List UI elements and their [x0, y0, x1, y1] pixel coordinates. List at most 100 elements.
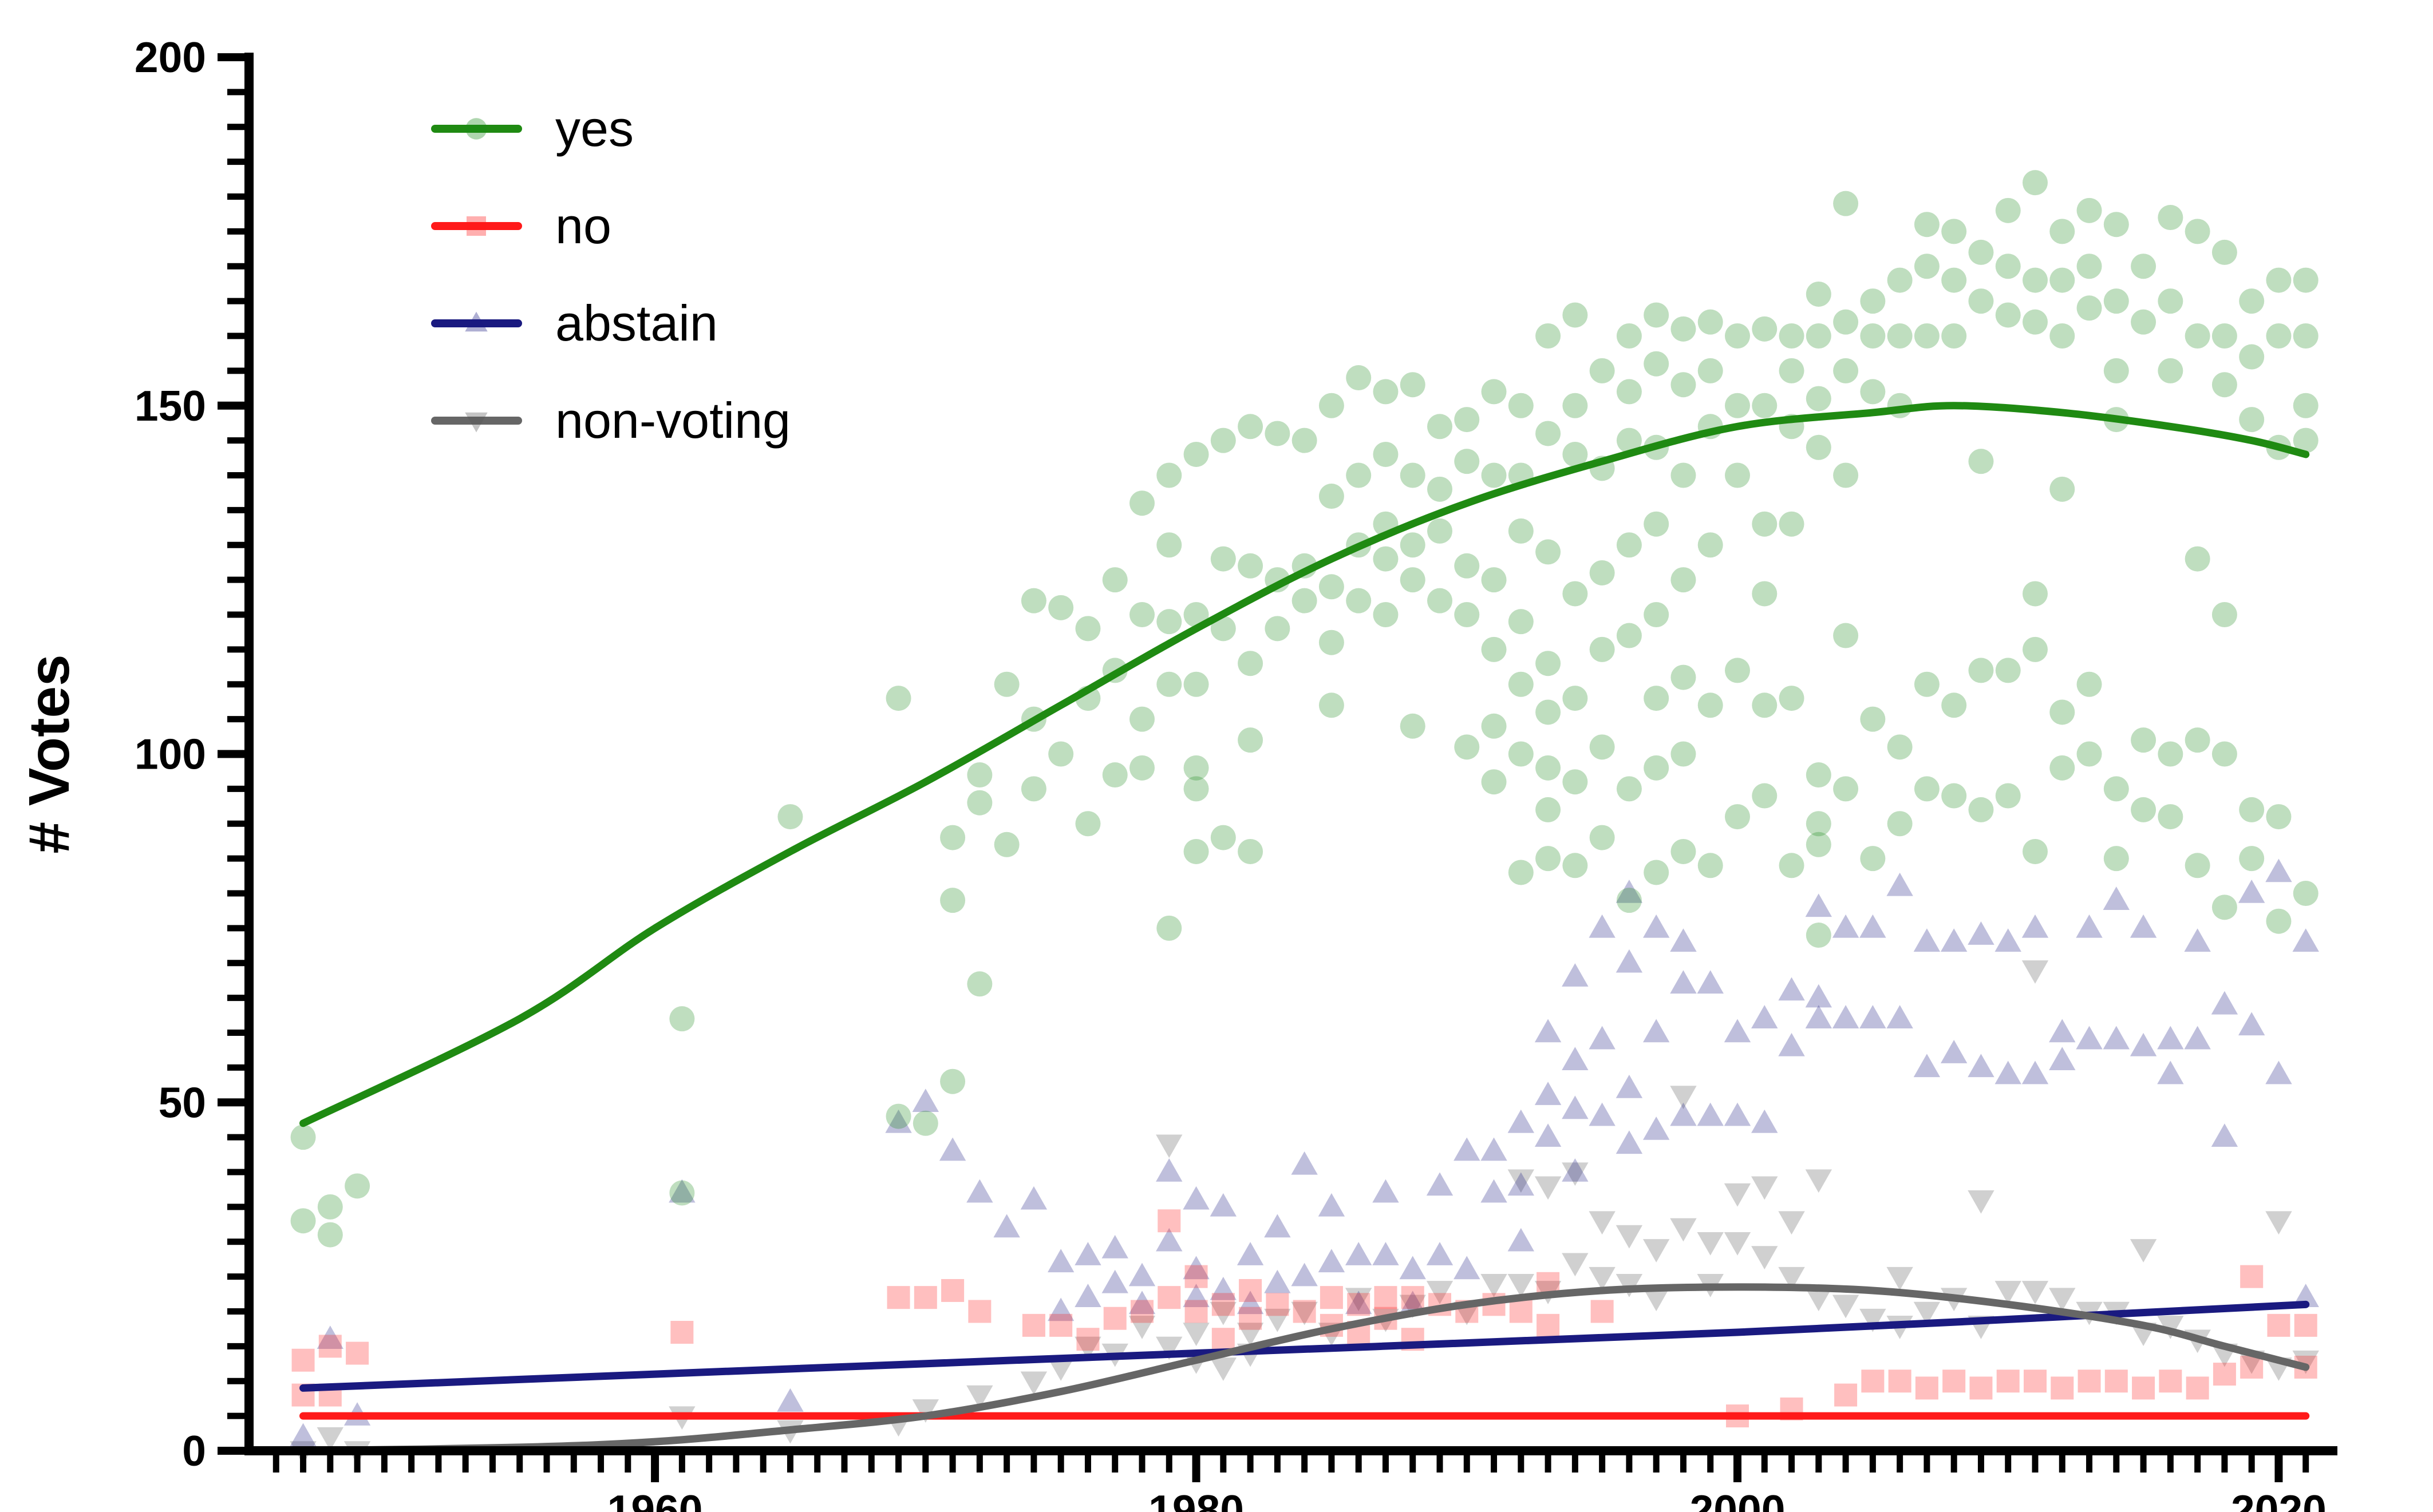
data-point	[1507, 1109, 1535, 1133]
data-point	[2265, 1211, 2292, 1235]
data-point	[1968, 658, 1994, 683]
data-point	[1940, 1040, 1968, 1063]
data-point	[1562, 1162, 1589, 1186]
data-point	[1752, 692, 1778, 718]
data-point	[1238, 838, 1263, 864]
data-point	[1534, 1176, 1562, 1200]
data-point	[1995, 658, 2021, 683]
data-point	[1103, 1307, 1127, 1330]
data-point	[2292, 1350, 2319, 1374]
data-point	[1508, 518, 1534, 544]
data-point	[1670, 316, 1696, 342]
data-point	[1399, 1291, 1426, 1315]
data-point	[1128, 1316, 1156, 1339]
data-point	[1888, 1369, 1911, 1393]
data-point	[1751, 1246, 1778, 1270]
data-point	[993, 1214, 1020, 1238]
data-point	[1562, 686, 1588, 711]
data-point	[1616, 623, 1642, 648]
data-point	[1156, 915, 1182, 941]
data-point	[1779, 358, 1804, 383]
data-point	[939, 1137, 966, 1161]
data-point	[1562, 302, 1588, 328]
data-point	[1616, 379, 1642, 405]
data-point	[2103, 776, 2129, 802]
data-point	[2239, 344, 2265, 370]
data-point	[2294, 1313, 2317, 1337]
data-point	[1833, 191, 1859, 216]
data-point	[2211, 372, 2237, 398]
data-point	[1372, 1179, 1399, 1203]
data-point	[2266, 908, 2292, 934]
data-point	[1102, 762, 1128, 788]
y-ticks: 0 50 100 150 200	[135, 33, 249, 1475]
data-point	[1833, 358, 1859, 383]
data-point	[1183, 441, 1209, 467]
data-point	[1049, 1313, 1073, 1337]
data-point	[1480, 1274, 1507, 1297]
data-point	[1860, 379, 1886, 405]
data-point	[1616, 532, 1642, 558]
data-point	[1210, 1276, 1237, 1300]
data-point	[2211, 1123, 2238, 1147]
data-point	[1156, 1158, 1183, 1182]
data-point	[1968, 239, 1994, 265]
data-point	[1725, 658, 1750, 683]
data-point	[1347, 1293, 1370, 1316]
data-point	[1806, 386, 1831, 411]
data-point	[1535, 797, 1561, 822]
data-point	[1210, 825, 1236, 850]
data-point	[1264, 1214, 1291, 1238]
data-point	[1562, 853, 1588, 878]
data-point	[1102, 567, 1128, 593]
legend-label: no	[555, 197, 611, 254]
data-point	[1697, 1232, 1724, 1256]
data-point	[1535, 421, 1561, 446]
data-point	[1915, 1376, 1938, 1400]
legend-marker	[465, 311, 488, 332]
data-point	[1047, 1249, 1075, 1273]
data-point	[1374, 1286, 1397, 1309]
data-point	[1291, 428, 1317, 453]
data-point	[1670, 372, 1696, 398]
data-point	[886, 686, 911, 711]
data-point	[1535, 539, 1561, 565]
data-point	[1805, 1005, 1832, 1028]
data-point	[1480, 1179, 1507, 1203]
data-point	[1887, 323, 1913, 349]
data-point	[1265, 421, 1290, 446]
data-point	[1507, 1274, 1535, 1297]
data-point	[1426, 1172, 1454, 1196]
data-point	[1697, 358, 1723, 383]
data-point	[1264, 1308, 1291, 1332]
legend-item: no	[431, 197, 611, 254]
data-point	[1534, 1123, 1562, 1147]
data-point	[2076, 1026, 2103, 1050]
data-point	[1427, 414, 1452, 440]
data-point	[1022, 1313, 1045, 1337]
data-point	[1833, 623, 1859, 648]
data-point	[1237, 1242, 1264, 1265]
data-point	[1752, 783, 1778, 809]
data-point	[2130, 914, 2157, 938]
data-point	[1507, 1169, 1535, 1193]
data-point	[1752, 393, 1778, 418]
data-point	[1156, 532, 1182, 558]
data-point	[2157, 1026, 2184, 1050]
data-point	[2049, 1047, 2076, 1070]
data-point	[1562, 769, 1588, 795]
data-point	[2266, 323, 2292, 349]
data-point	[1968, 921, 1994, 945]
data-point	[1778, 1211, 1805, 1235]
data-point	[1941, 692, 1967, 718]
data-point	[1914, 254, 1940, 279]
data-point	[1806, 811, 1831, 837]
data-point	[1940, 928, 1968, 952]
data-point	[1887, 811, 1913, 837]
data-point	[1481, 462, 1507, 488]
data-point	[1752, 511, 1778, 537]
data-point	[1400, 567, 1425, 593]
data-point	[2292, 928, 2319, 952]
data-point	[1562, 581, 1588, 607]
data-point	[2211, 239, 2237, 265]
